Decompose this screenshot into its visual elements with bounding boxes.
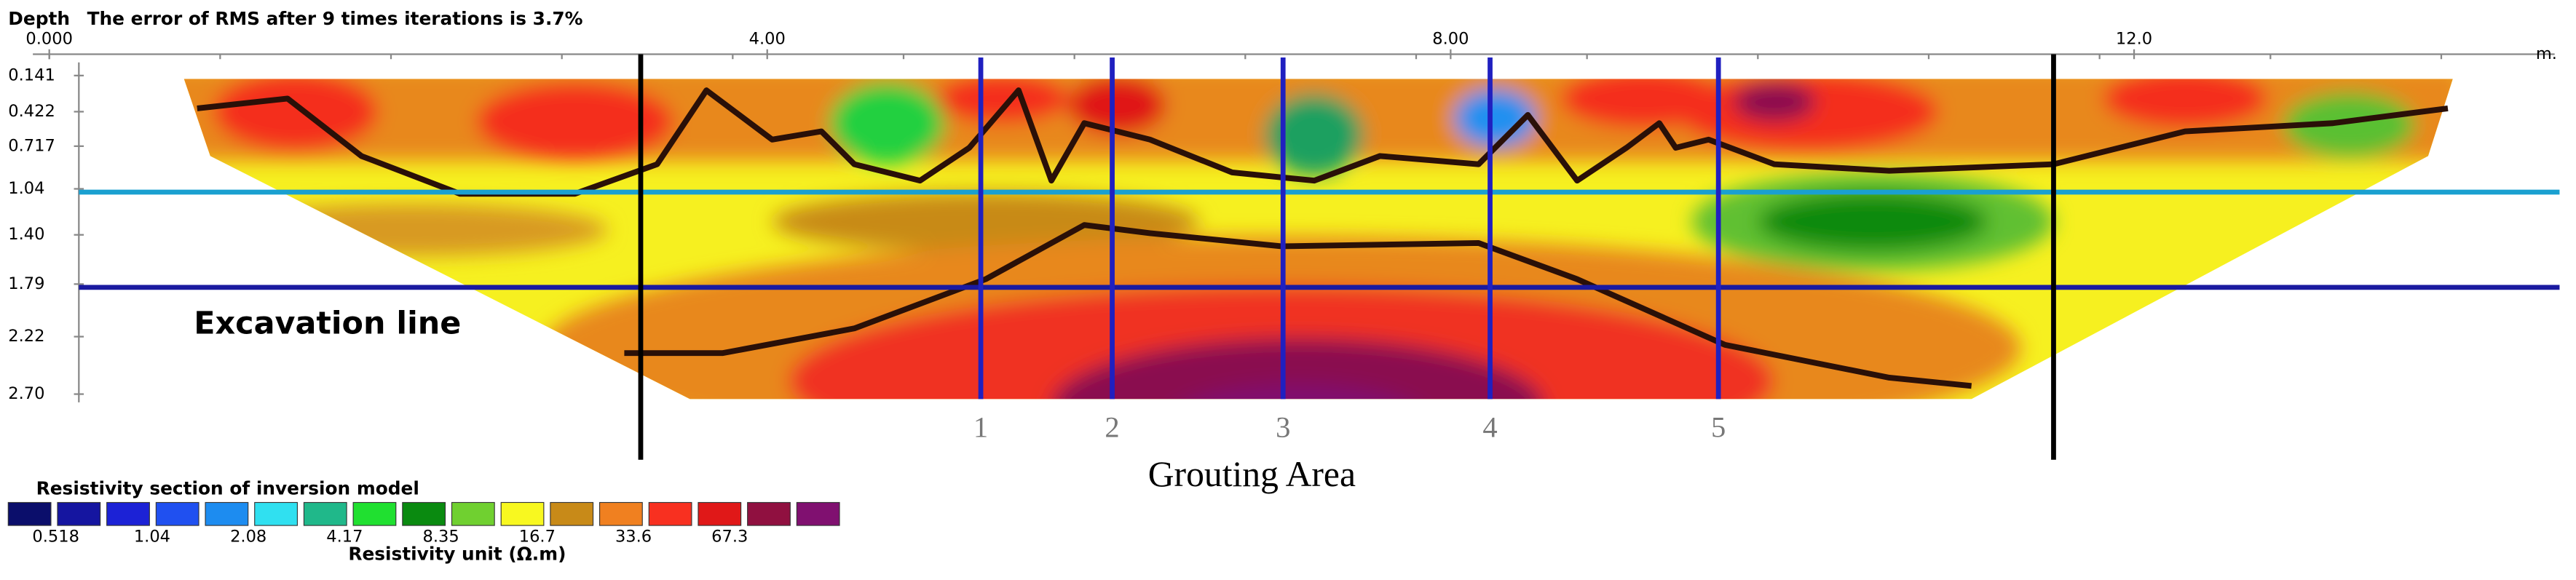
depth-tick-label: 0.717: [8, 136, 55, 155]
legend-unit: Resistivity unit (Ω.m): [348, 544, 566, 565]
x-unit: m.: [2536, 44, 2557, 63]
legend-swatch: [451, 501, 495, 526]
x-tick-label: 4.00: [749, 30, 786, 49]
legend-swatch: [352, 501, 397, 526]
area-label: Grouting Area: [1148, 454, 1356, 494]
legend-label: 16.7: [519, 527, 556, 546]
legend-swatch: [747, 501, 791, 526]
title: The error of RMS after 9 times iteration…: [87, 8, 583, 29]
hole-label: 3: [1276, 411, 1290, 444]
legend-label: 2.08: [230, 527, 266, 546]
excavation-label: Excavation line: [194, 305, 461, 341]
depth-tick-label: 1.04: [8, 179, 44, 198]
depth-tick-label: 2.70: [8, 384, 44, 403]
legend-swatch: [796, 501, 840, 526]
legend-swatch: [254, 501, 298, 526]
contour-line: [197, 87, 2449, 197]
legend-swatch: [57, 501, 101, 526]
resistivity-section: [183, 79, 2453, 400]
legend-swatch: [155, 501, 199, 526]
legend-swatch: [303, 501, 347, 526]
legend-label: 0.518: [32, 527, 79, 546]
legend-label: 1.04: [134, 527, 170, 546]
legend-title: Resistivity section of inversion model: [36, 477, 419, 498]
legend-label: 8.35: [423, 527, 459, 546]
depth-tick-label: 0.422: [8, 102, 55, 121]
depth-tick-label: 0.141: [8, 65, 55, 84]
legend-swatch: [648, 501, 692, 526]
depth-tick-label: 1.79: [8, 274, 44, 293]
legend-label: 33.6: [615, 527, 652, 546]
hole-label: 4: [1482, 411, 1497, 444]
x-tick-label: 0.000: [25, 30, 73, 49]
hole-label: 5: [1711, 411, 1726, 444]
legend-swatch: [205, 501, 249, 526]
depth-tick-label: 1.40: [8, 225, 44, 244]
legend-swatch: [698, 501, 742, 526]
depth-label: Depth: [8, 8, 70, 29]
legend-swatch: [550, 501, 594, 526]
legend-label: 67.3: [711, 527, 748, 546]
legend-swatch: [500, 501, 545, 526]
legend-swatch: [7, 501, 52, 526]
contour-line: [624, 222, 1972, 389]
hole-label: 2: [1105, 411, 1119, 444]
hole-label: 1: [973, 411, 988, 444]
legend-swatch: [106, 501, 150, 526]
x-tick-label: 8.00: [1432, 30, 1469, 49]
legend-label: 4.17: [326, 527, 363, 546]
legend-swatch: [402, 501, 446, 526]
depth-tick-label: 2.22: [8, 327, 44, 346]
legend-swatch: [599, 501, 643, 526]
x-tick-label: 12.0: [2116, 30, 2152, 49]
